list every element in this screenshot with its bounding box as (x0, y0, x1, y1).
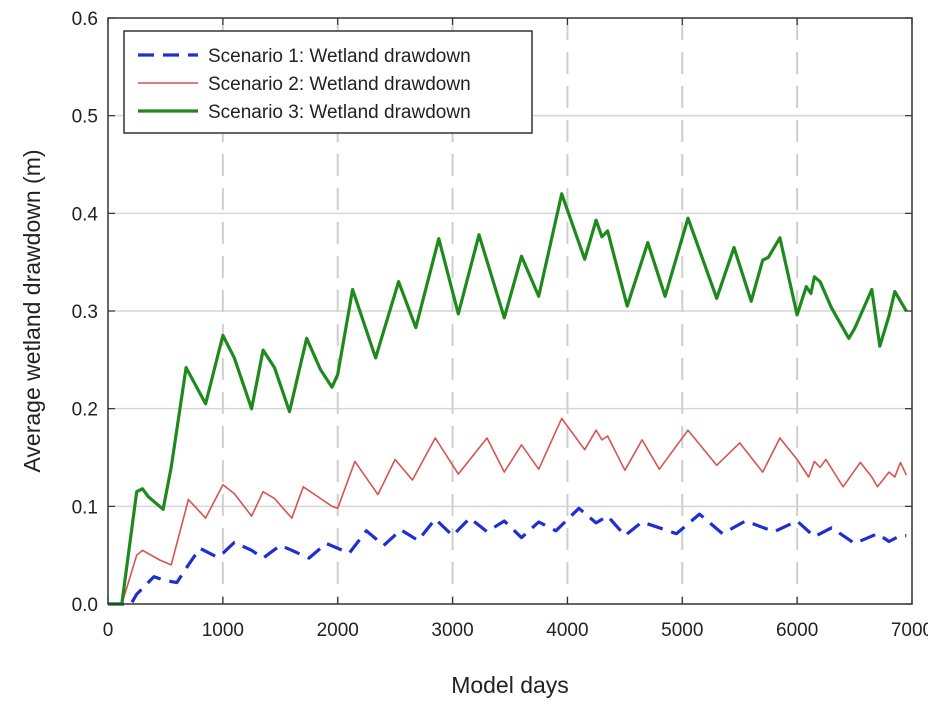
x-tick-label: 5000 (661, 620, 703, 641)
y-tick-label: 0.4 (72, 204, 99, 225)
x-tick-label: 1000 (202, 620, 244, 641)
series-line-scenario-2 (108, 417, 908, 605)
x-tick-label: 2000 (317, 620, 359, 641)
x-tick-label: 3000 (431, 620, 473, 641)
y-tick-label: 0.6 (72, 9, 98, 30)
series-line-scenario-3 (108, 192, 908, 606)
y-tick-label: 0.1 (72, 497, 98, 518)
y-axis-label: Average wetland drawdown (m) (19, 149, 45, 472)
x-tick-label: 7000 (891, 620, 928, 641)
x-tick-label: 4000 (546, 620, 588, 641)
y-tick-label: 0.2 (72, 400, 98, 421)
y-tick-label: 0.5 (72, 107, 98, 128)
y-tick-label: 0.0 (72, 595, 98, 616)
x-tick-label: 0 (103, 620, 114, 641)
series-layer (108, 192, 908, 606)
legend-label-scenario-1: Scenario 1: Wetland drawdown (208, 46, 471, 67)
legend: Scenario 1: Wetland drawdown Scenario 2: … (123, 30, 533, 134)
series-line-scenario-1 (108, 506, 907, 606)
legend-label-scenario-2: Scenario 2: Wetland drawdown (208, 74, 471, 95)
legend-box (123, 30, 533, 134)
x-axis-label: Model days (451, 672, 569, 698)
axis-ticks: 0.0 0.1 0.2 0.3 0.4 0.5 0.6 0 1000 2000 3000 4000 50… (72, 9, 928, 641)
x-tick-label: 6000 (776, 620, 818, 641)
legend-label-scenario-3: Scenario 3: Wetland drawdown (208, 102, 471, 123)
y-tick-label: 0.3 (72, 302, 98, 323)
